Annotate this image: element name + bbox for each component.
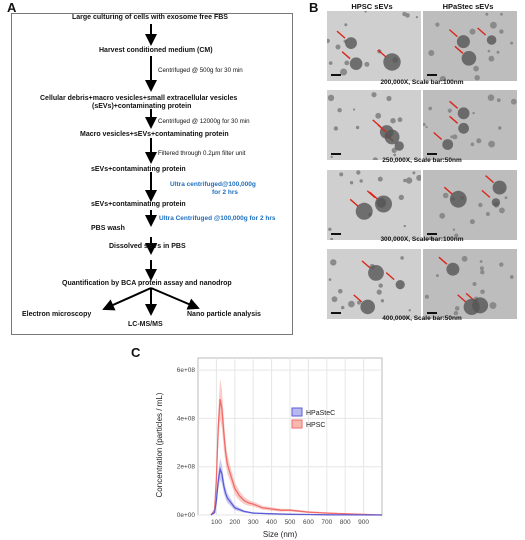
step-debris: Cellular debris+macro vesicles+small ext… xyxy=(40,95,238,102)
y-tick-label: 2e+08 xyxy=(177,464,196,471)
step-pbs-wash: PBS wash xyxy=(91,225,125,232)
em-header-hpsc: HPSC sEVs xyxy=(351,2,393,11)
step-sevs-1: sEVs+contaminating protein xyxy=(91,166,186,173)
legend-label: HPaSteC xyxy=(306,410,335,417)
panel-label-b: B xyxy=(309,0,319,15)
em-micrograph xyxy=(327,249,421,319)
em-caption-1: 200,000X, Scale bar:100nm xyxy=(380,79,464,86)
em-micrograph xyxy=(327,170,421,240)
x-tick-label: 100 xyxy=(211,519,222,526)
em-micrograph xyxy=(423,11,517,81)
note-ultra-1: Ultra centrifuged@100,000g xyxy=(170,181,256,188)
panel-label-a: A xyxy=(7,0,17,15)
step-sevs-2: sEVs+contaminating protein xyxy=(91,201,186,208)
note-500g: Centrifuged @ 500g for 30 min xyxy=(158,67,243,74)
nta-chart: 100 200 300 400 500 600 700 800 900 0e+00 2e+08 4e+… xyxy=(155,357,383,539)
y-tick-label: 6e+08 xyxy=(177,367,196,374)
series-line-hpastec xyxy=(210,466,383,516)
legend-swatch xyxy=(291,407,303,417)
panel-label-c: C xyxy=(131,345,141,360)
note-12000g: Centrifuged @ 12000g for 30 min xyxy=(158,118,250,125)
em-micrograph xyxy=(327,90,421,160)
em-caption-4: 400,000X, Scale bar:50nm xyxy=(382,315,462,322)
step-quantification: Quantification by BCA protein assay and … xyxy=(62,280,232,287)
x-tick-label: 700 xyxy=(321,519,332,526)
note-ultra-1b: for 2 hrs xyxy=(212,189,239,196)
em-micrograph xyxy=(423,249,517,319)
x-tick-label: 200 xyxy=(229,519,240,526)
y-tick-label: 4e+08 xyxy=(177,415,196,422)
em-caption-3: 300,000X, Scale bar:100nm xyxy=(380,236,464,243)
note-ultra-2: Ultra Centrifuged @100,000g for 2 hrs xyxy=(159,215,276,222)
x-tick-label: 900 xyxy=(358,519,369,526)
step-macro-vesicles: Macro vesicles+sEVs+contaminating protei… xyxy=(80,131,229,138)
step-dissolved: Dissolved sEVs in PBS xyxy=(109,243,186,250)
chart-series xyxy=(210,378,383,516)
chart-grid xyxy=(197,357,383,516)
series-line-hpsc xyxy=(210,398,383,516)
x-tick-label: 600 xyxy=(303,519,314,526)
chart-ticks: 100 200 300 400 500 600 700 800 900 0e+00 2e+08 4e+… xyxy=(177,367,370,526)
x-axis-label: Size (nm) xyxy=(263,530,298,539)
em-micrograph xyxy=(423,170,517,240)
y-tick-label: 0e+00 xyxy=(177,512,196,519)
chart-legend: HPaSteC HPSC xyxy=(291,407,335,429)
step-nanoparticle: Nano particle analysis xyxy=(187,311,261,318)
em-micrograph xyxy=(423,90,517,160)
em-caption-2: 250,000X, Scale bar:50nm xyxy=(382,157,462,164)
em-micrograph xyxy=(327,11,421,81)
step-harvest: Harvest conditioned medium (CM) xyxy=(99,47,213,54)
x-tick-label: 800 xyxy=(340,519,351,526)
arrow xyxy=(150,287,200,310)
legend-label: HPSC xyxy=(306,422,325,429)
legend-swatch xyxy=(291,419,303,429)
y-axis-label: Concentration (particles / mL) xyxy=(155,392,164,497)
step-lcms: LC-MS/MS xyxy=(128,321,163,328)
arrow xyxy=(102,287,152,311)
x-tick-label: 300 xyxy=(248,519,259,526)
note-filter: Filtered through 0.2µm filter unit xyxy=(158,150,246,157)
x-tick-label: 500 xyxy=(285,519,296,526)
flowchart-box: Large culturing of cells with exosome fr… xyxy=(11,13,293,335)
flowchart-arrows xyxy=(102,24,200,316)
x-tick-label: 400 xyxy=(266,519,277,526)
step-culturing: Large culturing of cells with exosome fr… xyxy=(72,14,228,21)
em-header-hpastec: HPaStec sEVs xyxy=(442,2,494,11)
step-debris-2: (sEVs)+contaminating protein xyxy=(92,103,192,110)
step-electron-microscopy: Electron microscopy xyxy=(22,311,92,318)
